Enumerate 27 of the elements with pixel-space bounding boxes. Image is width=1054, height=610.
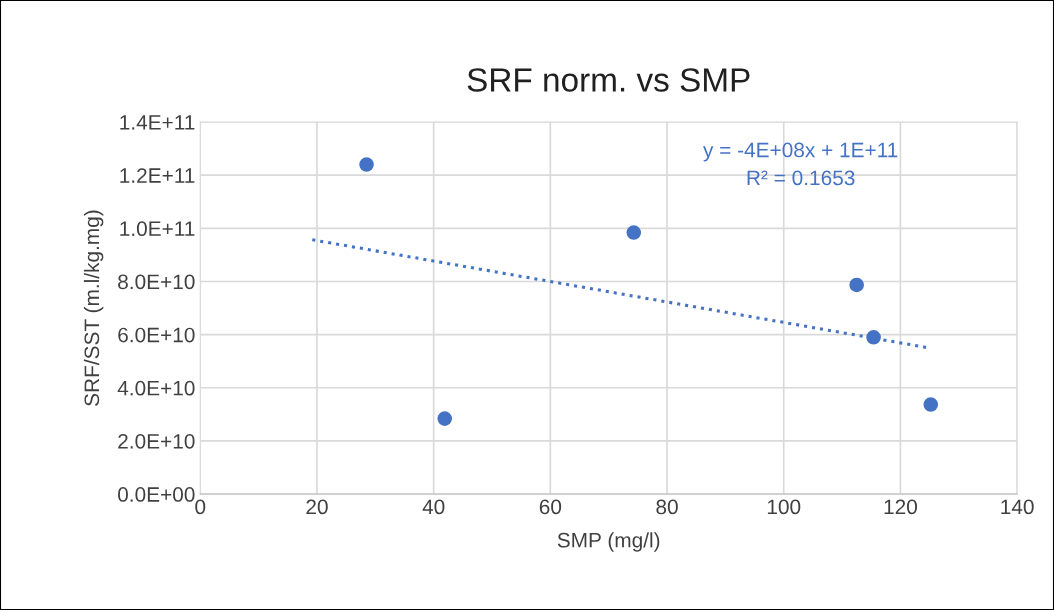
y-axis-title: SRF/SST (m.l/kg.mg)	[83, 210, 104, 406]
y-tick-label: 4.0E+10	[117, 380, 195, 396]
x-tick-label: 40	[422, 499, 445, 515]
y-tick-label: 2.0E+10	[118, 433, 195, 449]
point	[626, 225, 642, 240]
y-tick-label: 6.0E+10	[118, 327, 195, 343]
x-axis-title: SMP (mg/l)	[557, 532, 660, 552]
x-tick-label: 140	[1001, 499, 1034, 515]
point	[849, 277, 864, 293]
point	[866, 330, 881, 345]
y-tick-label: 1.4E+11	[120, 115, 195, 130]
x-tick-label: 80	[656, 499, 678, 515]
x-tick-label: 60	[539, 499, 562, 515]
annotation: y = -4E+08x + 1E+11	[703, 142, 898, 162]
point	[923, 397, 939, 412]
x-tick-label: 100	[767, 499, 801, 515]
y-tick-label: 1.2E+11	[120, 168, 195, 183]
x-tick-label: 20	[306, 499, 328, 515]
point	[359, 157, 374, 172]
y-tick-label: 1.0E+11	[120, 221, 195, 237]
annotation: R² = 0.1653	[747, 170, 855, 186]
chart-title: SRF norm. vs SMP	[467, 68, 750, 92]
x-tick-label: 0	[195, 499, 206, 515]
point	[437, 411, 453, 426]
x-tick-label: 120	[884, 499, 917, 515]
y-tick-label: 8.0E+10	[118, 274, 195, 290]
y-tick-label: 0.0E+00	[118, 487, 195, 502]
